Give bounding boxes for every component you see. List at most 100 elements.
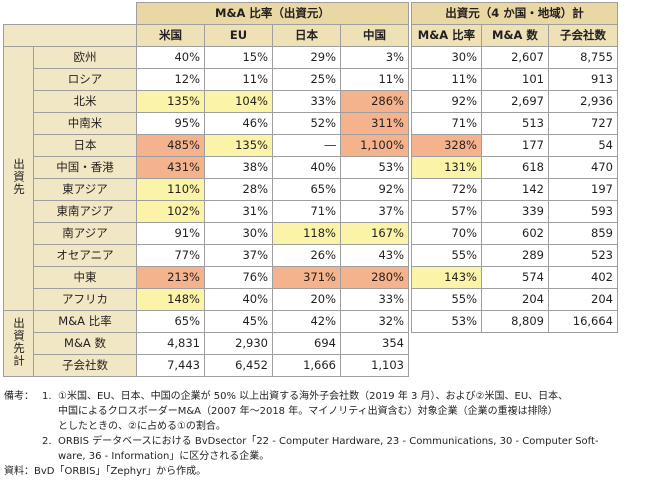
note-1-line-2: 中国によるクロスボーダーM&A（2007 年〜2018 年。マイノリティ出資含む… [58,406,558,417]
table-row: オセアニア 77% 37% 26% 43% 55% 289 523 [4,244,618,267]
side-label-destination-total: 出資先計 [3,310,34,377]
table-cell: 91% [136,222,205,245]
table-cell: 101 [481,68,549,91]
table-cell: 204 [548,288,618,311]
table-row: 出資先 欧州 40% 15% 29% 3% 30% 2,607 8,755 [3,46,618,311]
table-cell: 618 [481,156,549,179]
col-header-subsidiaries: 子会社数 [548,24,618,47]
total-cell: 7,443 [136,354,205,377]
table-cell: 54 [548,134,618,157]
table-cell: 40% [272,156,341,179]
table-cell: 95% [136,112,205,135]
row-label: 中南米 [33,112,137,135]
table-cell: 53% [340,156,409,179]
table-row: 中南米 95% 46% 52% 311% 71% 513 727 [4,112,618,135]
row-label: オセアニア [33,244,137,267]
table-cell: 118% [272,222,341,245]
table-row: 南アジア 91% 30% 118% 167% 70% 602 859 [4,222,618,245]
table-cell: 602 [481,222,549,245]
col-header-ma-count: M&A 数 [481,24,549,47]
total-row: 子会社数 7,443 6,452 1,666 1,103 [4,354,618,377]
table-cell: 76% [204,266,273,289]
table-cell: 40% [204,288,273,311]
table-cell: 213% [136,266,205,289]
table-cell: 148% [136,288,205,311]
table-cell: 593 [548,200,618,223]
table-cell: 11% [204,68,273,91]
table-cell: 20% [272,288,341,311]
table-cell: 104% [204,90,273,113]
total-row: 出資先計 M&A 比率 65% 45% 42% 32% 53% 8,809 16,664 [3,310,618,377]
table-cell: 1,100% [340,134,409,157]
note-1-line-3: としたときの、②に占める①の割合。 [58,421,226,432]
table-cell: 11% [340,68,409,91]
table-row: 日本 485% 135% ― 1,100% 328% 177 54 [4,134,618,157]
table-cell: 2,936 [548,90,618,113]
total-cell: 1,666 [272,354,341,377]
table-cell: 574 [481,266,549,289]
total-cell: 354 [340,332,409,355]
col-header-ma-ratio: M&A 比率 [411,24,482,47]
table-cell: 71% [272,200,341,223]
total-cell: 65% [136,310,205,333]
table-cell: 142 [481,178,549,201]
table-cell: 31% [204,200,273,223]
table-cell: 177 [481,134,549,157]
table-cell: 431% [136,156,205,179]
table-cell: 727 [548,112,618,135]
table-row: ロシア 12% 11% 25% 11% 11% 101 913 [4,68,618,91]
table-cell: 38% [204,156,273,179]
table-cell: 523 [548,244,618,267]
table-cell: 12% [136,68,205,91]
table-cell: 43% [340,244,409,267]
total-cell: 1,103 [340,354,409,377]
total-row-label: M&A 比率 [33,310,137,333]
note-2-number: 2. [42,436,52,447]
total-cell: 42% [272,310,341,333]
note-2-line-1: ORBIS データベースにおける BvDsector「22 - Computer… [58,436,599,447]
table-cell: 30% [411,46,482,69]
row-label: 南アジア [33,222,137,245]
total-cell: 4,831 [136,332,205,355]
table-cell: ― [272,134,341,157]
table-cell: 33% [272,90,341,113]
table-cell: 77% [136,244,205,267]
row-label: ロシア [33,68,137,91]
side-label-destination-text: 出資先 [12,157,26,196]
table-row: 北米 135% 104% 33% 286% 92% 2,697 2,936 [4,90,618,113]
header-group-total: 出資元（4 か国・地域）計 [411,2,618,25]
col-header-eu: EU [204,24,273,47]
row-label: 中国・香港 [33,156,137,179]
table-row: 東南アジア 102% 31% 71% 37% 57% 339 593 [4,200,618,223]
side-label-destination-total-text: 出資先計 [12,316,26,367]
table-cell: 3% [340,46,409,69]
table-cell: 29% [272,46,341,69]
total-cell: 53% [411,310,482,333]
table-cell: 33% [340,288,409,311]
table-cell: 197 [548,178,618,201]
table-cell: 859 [548,222,618,245]
table-cell: 37% [204,244,273,267]
table-cell: 131% [411,156,482,179]
table-cell: 46% [204,112,273,135]
row-label: 東アジア [33,178,137,201]
table-cell: 402 [548,266,618,289]
table-row: 東アジア 110% 28% 65% 92% 72% 142 197 [4,178,618,201]
table-cell: 289 [481,244,549,267]
table-cell: 55% [411,288,482,311]
col-header-japan: 日本 [272,24,341,47]
header-group-source-ratio: M&A 比率（出資元） [136,2,409,25]
table-cell: 913 [548,68,618,91]
table-cell: 167% [340,222,409,245]
table-cell: 40% [136,46,205,69]
table-cell: 55% [411,244,482,267]
table-cell: 102% [136,200,205,223]
table-cell: 15% [204,46,273,69]
col-header-us: 米国 [136,24,205,47]
total-cell: 45% [204,310,273,333]
note-1-line-1: ①米国、EU、日本、中国の企業が 50% 以上出資する海外子会社数（2019 年… [58,391,569,402]
table-cell: 143% [411,266,482,289]
table-cell: 30% [204,222,273,245]
source-note: 資料：BvD「ORBIS」「Zephyr」から作成。 [4,466,207,477]
